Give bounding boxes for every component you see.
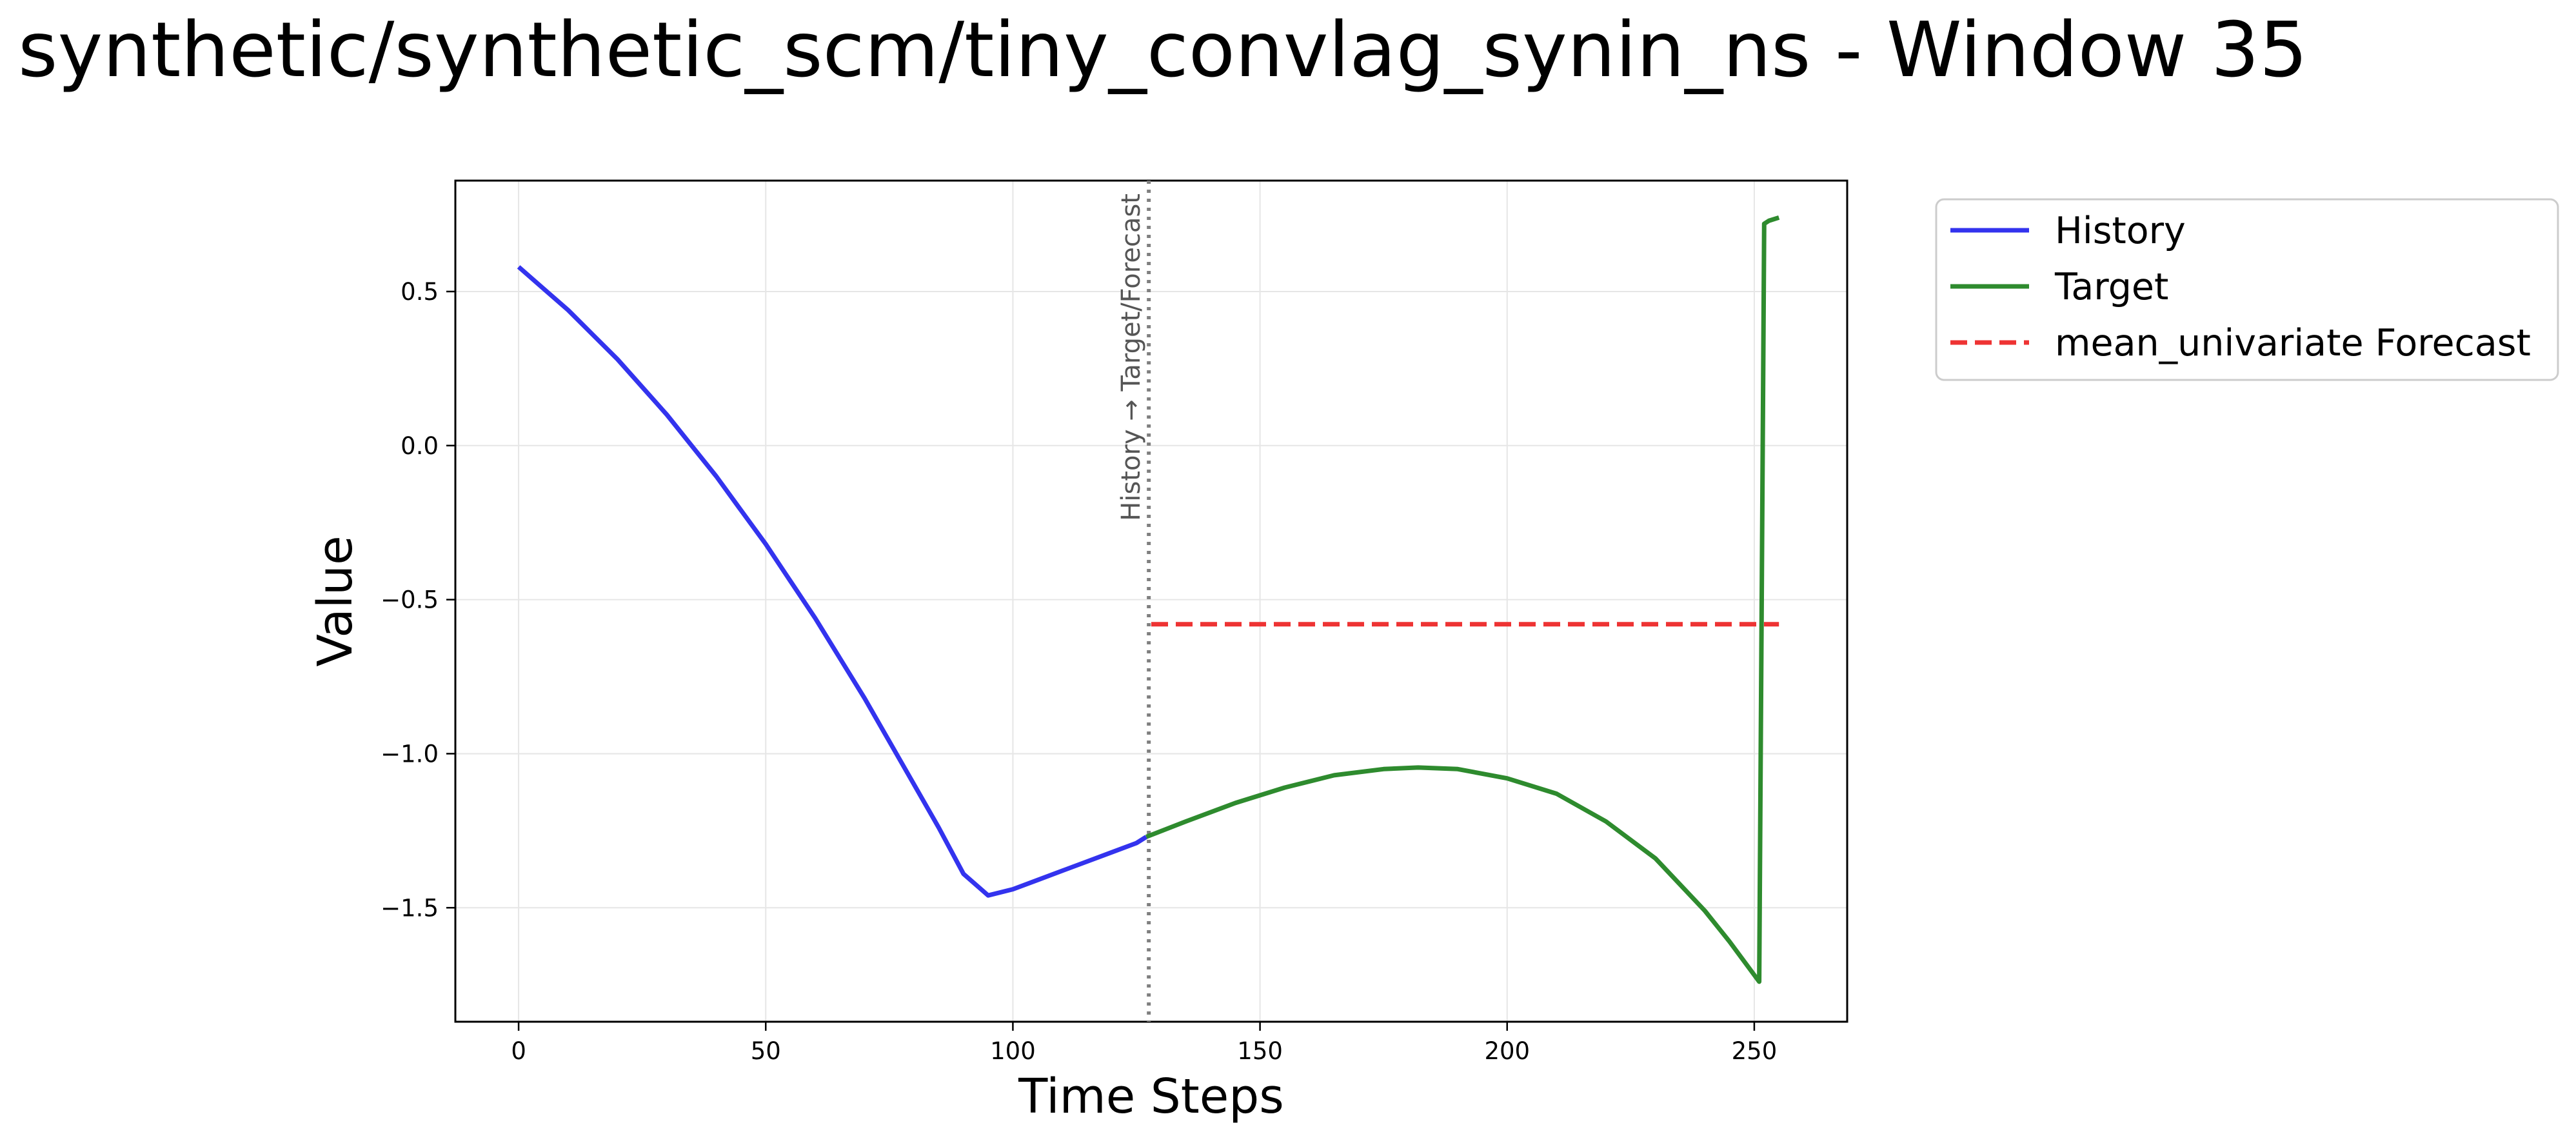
y-axis-title: Value	[308, 535, 363, 666]
x-tick-label: 250	[1732, 1037, 1778, 1065]
divider-label: History → Target/Forecast	[1116, 194, 1146, 521]
y-tick-label: −1.5	[381, 894, 439, 922]
y-tick-label: −1.0	[381, 740, 439, 768]
x-tick-label: 150	[1237, 1037, 1283, 1065]
y-tick-label: 0.5	[401, 278, 439, 306]
legend: History Target mean_univariate Forecast	[1935, 198, 2559, 381]
grid	[455, 181, 1847, 1022]
x-axis-title: Time Steps	[1018, 1069, 1284, 1124]
series-line-target	[1145, 215, 1780, 984]
x-axis: 0 50 100 150 200 250	[511, 1022, 1777, 1065]
series-group	[517, 215, 1780, 984]
plot-frame	[454, 179, 1848, 1023]
legend-label: mean_univariate Forecast	[2055, 322, 2531, 364]
y-tick-label: −0.5	[381, 586, 439, 614]
legend-label: History	[2055, 210, 2186, 252]
legend-box	[1935, 198, 2559, 381]
x-tick-label: 200	[1484, 1037, 1530, 1065]
x-tick-label: 0	[511, 1037, 526, 1065]
y-axis: 0.5 0.0 −0.5 −1.0 −1.5	[381, 278, 455, 922]
x-tick-label: 100	[990, 1037, 1036, 1065]
chart-title: synthetic/synthetic_scm/tiny_convlag_syn…	[18, 5, 2308, 94]
y-tick-label: 0.0	[401, 432, 439, 460]
x-tick-label: 50	[751, 1037, 781, 1065]
series-line-history	[517, 265, 1148, 898]
legend-label: Target	[2054, 266, 2168, 308]
